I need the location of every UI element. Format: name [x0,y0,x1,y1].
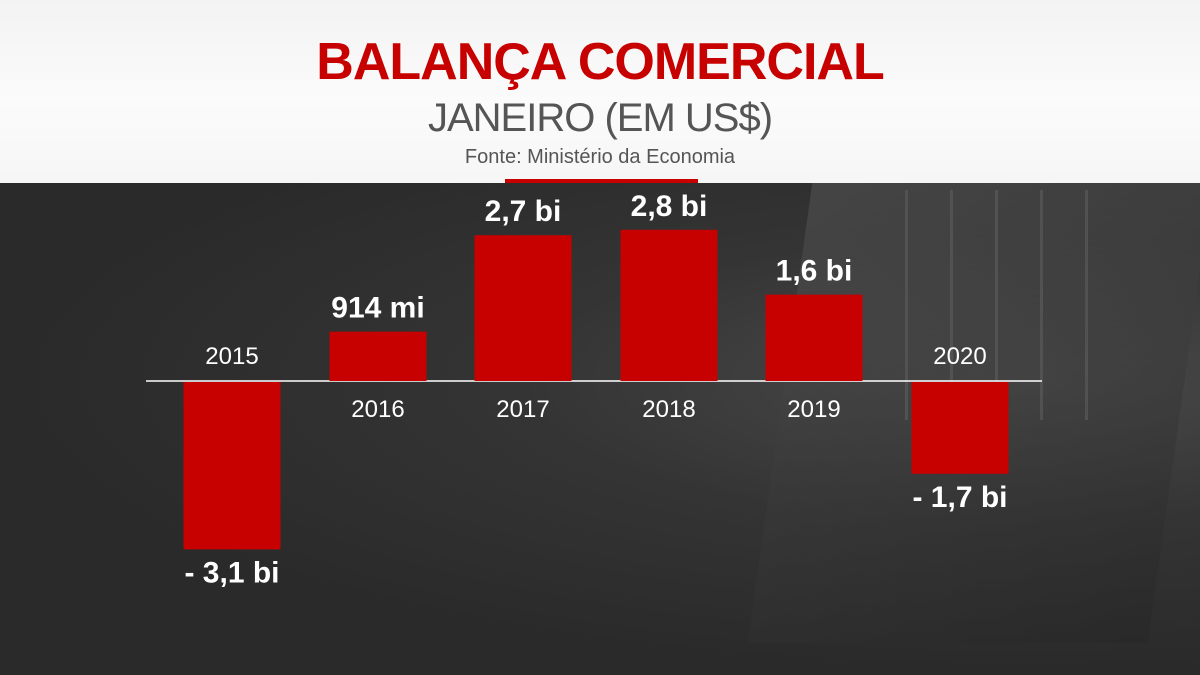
container-rib [1085,190,1088,420]
year-label-2020: 2020 [933,343,986,370]
labels-group: 2015 - 3,1 bi 2016 914 mi 2017 2,7 bi 2018 2,8 … [184,190,1007,590]
container-rib [950,190,953,420]
value-label-2017: 2,7 bi [485,195,562,228]
bars-group [183,229,1009,550]
bar-2017 [474,235,572,381]
bar-2019 [765,294,863,381]
value-label-2020: - 1,7 bi [912,481,1007,514]
bar-2018 [620,229,718,381]
container-rib [1040,190,1043,420]
chart-subtitle: JANEIRO (EM US$) [427,96,773,140]
year-label-2018: 2018 [642,396,695,423]
bar-2015 [183,382,281,550]
value-label-2019: 1,6 bi [776,255,853,288]
container-rib [995,190,998,420]
container-rib [905,190,908,420]
accent-divider [505,179,698,183]
bar-2020 [911,382,1009,474]
year-label-2016: 2016 [351,396,404,423]
value-label-2016: 914 mi [331,292,424,325]
source-note: Fonte: Ministério da Economia [464,146,736,168]
header-panel: BALANÇA COMERCIAL JANEIRO (EM US$) Fonte… [0,0,1200,183]
year-label-2019: 2019 [787,396,840,423]
year-label-2017: 2017 [496,396,549,423]
chart-title: BALANÇA COMERCIAL [316,33,884,91]
year-label-2015: 2015 [205,343,258,370]
bar-2016 [329,331,427,381]
value-label-2015: - 3,1 bi [184,556,279,589]
value-label-2018: 2,8 bi [631,190,708,223]
